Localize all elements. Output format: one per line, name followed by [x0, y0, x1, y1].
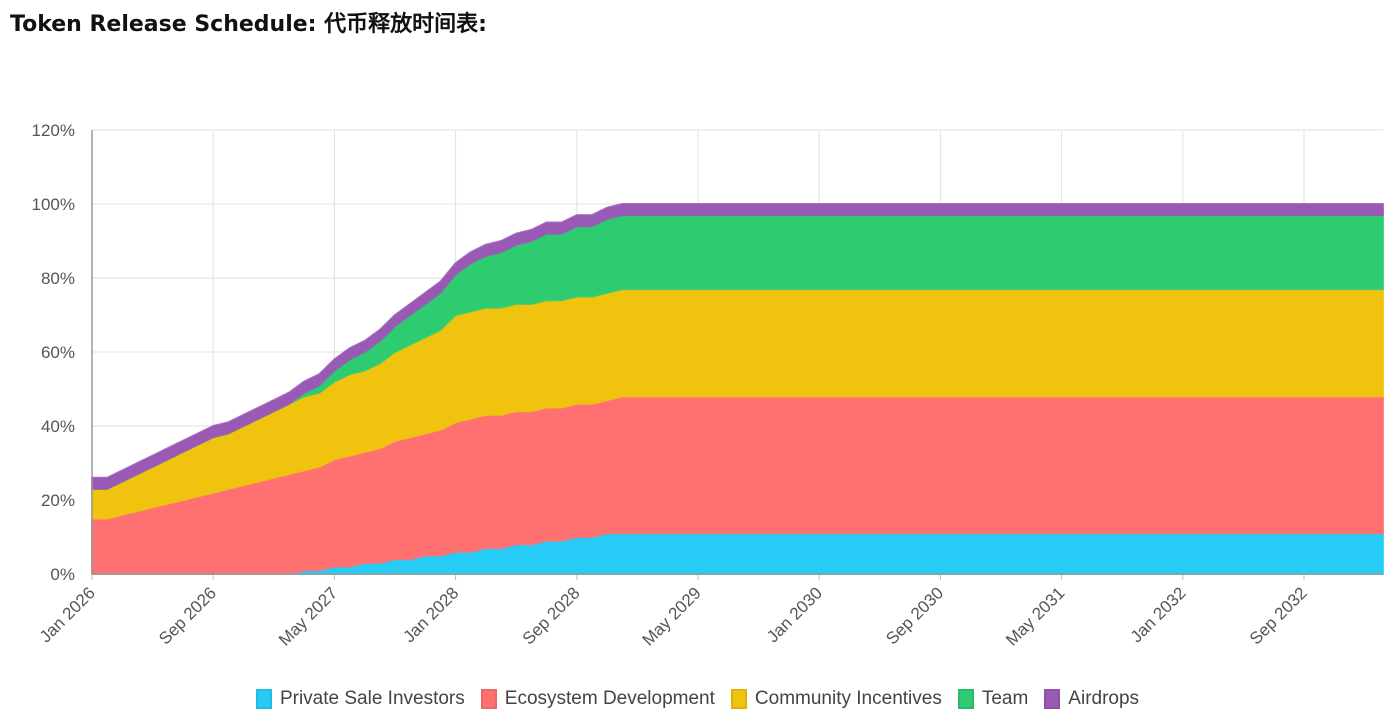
x-tick-label: Sep 2030 [882, 583, 947, 648]
page-title: Token Release Schedule: 代币释放时间表: [10, 12, 487, 37]
x-tick-label: Jan 2030 [763, 583, 826, 646]
x-tick-label: Jan 2032 [1127, 583, 1190, 646]
stacked-areas [91, 203, 1384, 575]
legend-item-private-sale-investors[interactable]: Private Sale Investors [255, 688, 465, 710]
x-tick-label: Sep 2032 [1246, 583, 1311, 648]
legend-item-team[interactable]: Team [957, 688, 1029, 710]
y-tick-label: 20% [41, 491, 75, 510]
legend-label: Private Sale Investors [279, 688, 465, 709]
y-tick-label: 120% [32, 121, 75, 140]
legend-item-airdrops[interactable]: Airdrops [1044, 688, 1139, 710]
legend-label: Community Incentives [754, 688, 942, 709]
legend-swatch [1044, 689, 1061, 709]
legend-item-ecosystem-development[interactable]: Ecosystem Development [480, 688, 715, 710]
x-tick-label: Jan 2028 [400, 583, 463, 646]
x-tick-label: Sep 2026 [155, 583, 220, 648]
y-tick-label: 40% [41, 417, 75, 436]
y-tick-label: 100% [32, 195, 75, 214]
x-tick-label: May 2027 [275, 583, 341, 649]
legend-item-community-incentives[interactable]: Community Incentives [730, 688, 942, 710]
chart-legend: Private Sale Investors Ecosystem Developm… [0, 688, 1395, 710]
legend-swatch [957, 689, 974, 709]
y-tick-label: 60% [41, 343, 75, 362]
legend-label: Airdrops [1068, 688, 1140, 709]
legend-swatch [730, 689, 747, 709]
y-tick-label: 80% [41, 269, 75, 288]
area-airdrops[interactable] [91, 203, 1384, 490]
x-tick-label: May 2029 [639, 583, 705, 649]
legend-swatch [255, 689, 272, 709]
y-tick-label: 0% [50, 565, 75, 584]
legend-label: Ecosystem Development [504, 688, 715, 709]
x-tick-label: May 2031 [1002, 583, 1068, 649]
legend-swatch [480, 689, 497, 709]
x-tick-label: Sep 2028 [519, 583, 584, 648]
x-tick-label: Jan 2026 [36, 583, 99, 646]
legend-label: Team [981, 688, 1029, 709]
